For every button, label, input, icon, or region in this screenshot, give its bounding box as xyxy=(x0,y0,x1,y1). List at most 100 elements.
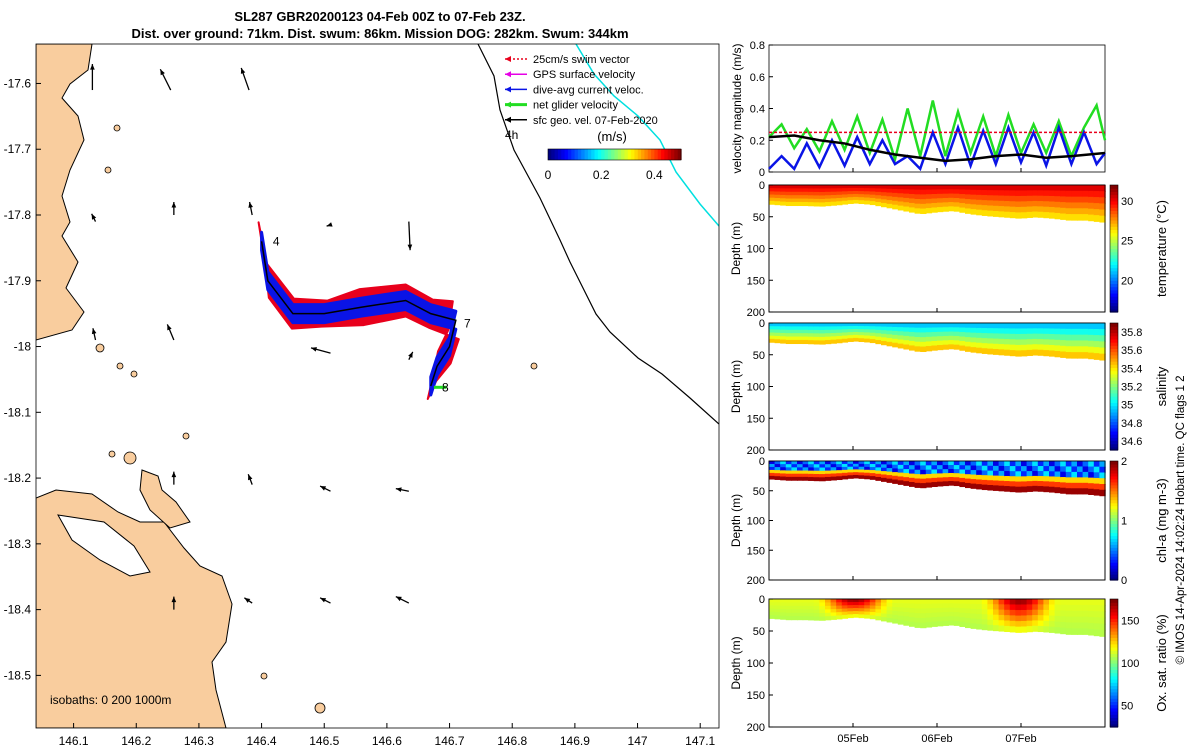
heatmap-cell xyxy=(1077,466,1084,473)
heatmap-cell xyxy=(864,335,871,340)
heatmap-cell xyxy=(797,470,804,475)
heatmap-cell xyxy=(1093,209,1101,216)
colorbar-cell xyxy=(1110,204,1118,208)
heatmap-cell xyxy=(970,465,977,471)
colorbar-tick-label: 34.6 xyxy=(1121,436,1142,448)
velocity-series xyxy=(768,100,1107,164)
heatmap-cell xyxy=(864,614,871,619)
heatmap-cell xyxy=(1015,621,1022,628)
heatmap-cell xyxy=(847,191,854,195)
heatmap-cell xyxy=(808,464,815,469)
heatmap-cell xyxy=(1004,471,1011,477)
heatmap-cell xyxy=(909,185,916,191)
heatmap-cell xyxy=(847,466,854,471)
heatmap-cell xyxy=(948,185,955,190)
heatmap-cell xyxy=(970,194,977,201)
heatmap-cell xyxy=(897,464,905,470)
speed-colorbar-cell xyxy=(564,149,569,160)
heatmap-cell xyxy=(920,483,927,489)
heatmap-cell xyxy=(1082,599,1089,606)
heatmap-cell xyxy=(881,599,888,604)
depth-tick-label: 100 xyxy=(747,658,765,670)
heatmap-cell xyxy=(987,348,994,355)
heatmap-cell xyxy=(993,338,1000,345)
colorbar-cell xyxy=(1110,283,1118,288)
heatmap-cell xyxy=(858,332,865,336)
heatmap-cell xyxy=(1004,333,1011,340)
heatmap-cell xyxy=(1088,599,1095,606)
heatmap-cell xyxy=(892,614,899,620)
colorbar-cell xyxy=(1110,229,1118,234)
heatmap-cell xyxy=(1037,466,1045,472)
heatmap-cell xyxy=(808,329,815,334)
heatmap-cell xyxy=(959,332,966,338)
heatmap-cell xyxy=(830,333,837,338)
heatmap-cell xyxy=(959,336,966,342)
heatmap-cell xyxy=(1049,471,1056,478)
heatmap-cell xyxy=(802,461,809,465)
heatmap-cell xyxy=(1037,620,1045,627)
heatmap-cell xyxy=(1015,190,1022,197)
heatmap-cell xyxy=(1049,185,1056,192)
heatmap-cell xyxy=(1099,335,1106,343)
heatmap-cell xyxy=(797,191,804,196)
heatmap-cell xyxy=(1093,623,1101,631)
heatmap-cell xyxy=(925,336,933,343)
heatmap-cell xyxy=(948,620,955,626)
heatmap-cell xyxy=(1004,328,1011,335)
heatmap-cell xyxy=(1043,604,1050,611)
heatmap-cell xyxy=(987,475,994,481)
heatmap-cell xyxy=(1037,185,1045,192)
heatmap-cell xyxy=(830,326,837,331)
heatmap-cell xyxy=(920,208,927,214)
heatmap-cell xyxy=(920,203,927,210)
heatmap-cell xyxy=(987,609,994,616)
heatmap-cell xyxy=(976,204,983,211)
heatmap-cell xyxy=(853,614,860,618)
heatmap-cell xyxy=(797,185,804,190)
heatmap-cell xyxy=(780,615,787,620)
heatmap-cell xyxy=(976,603,983,610)
colorbar-cell xyxy=(1110,608,1118,613)
heatmap-cell xyxy=(1071,466,1078,473)
heatmap-cell xyxy=(858,466,865,471)
heatmap-cell xyxy=(875,464,882,469)
heatmap-cell xyxy=(813,612,821,618)
colorbar-cell xyxy=(1110,682,1118,686)
heatmap-cell xyxy=(1060,334,1067,341)
heatmap-cell xyxy=(998,200,1005,207)
heatmap-cell xyxy=(1004,486,1011,492)
heatmap-cell xyxy=(802,336,809,341)
heatmap-cell xyxy=(769,475,776,480)
velocity-ylabel: velocity magnitude (m/s) xyxy=(730,43,744,173)
colorbar-cell xyxy=(1110,490,1118,495)
heatmap-cell xyxy=(953,599,961,605)
heatmap-cell xyxy=(881,185,888,190)
heatmap-cell xyxy=(853,196,860,201)
heatmap-cell xyxy=(897,331,905,337)
heatmap-cell xyxy=(1077,323,1084,330)
heatmap-cell xyxy=(1093,353,1101,360)
heatmap-cell xyxy=(903,607,910,613)
heatmap-cell xyxy=(774,605,781,610)
heatmap-cell xyxy=(914,482,921,488)
heatmap-cell xyxy=(993,609,1000,616)
heatmap-cell xyxy=(903,331,910,337)
heatmap-cell xyxy=(830,195,837,200)
colorbar-cell xyxy=(1110,647,1118,651)
colorbar-cell xyxy=(1110,475,1118,480)
heatmap-cell xyxy=(959,608,966,614)
heatmap-cell xyxy=(774,201,781,206)
heatmap-cell xyxy=(937,202,944,208)
heatmap-cell xyxy=(987,614,994,621)
heatmap-cell xyxy=(937,603,944,609)
heatmap-cell xyxy=(1088,334,1095,342)
heatmap-cell xyxy=(981,190,989,196)
heatmap-cell xyxy=(976,185,983,191)
current-vector-head xyxy=(395,487,402,493)
heatmap-cell xyxy=(864,599,871,603)
heatmap-cell xyxy=(841,461,849,465)
speed-colorbar-cell xyxy=(551,149,556,160)
heatmap-cell xyxy=(1032,625,1039,632)
heatmap-cell xyxy=(813,461,821,465)
